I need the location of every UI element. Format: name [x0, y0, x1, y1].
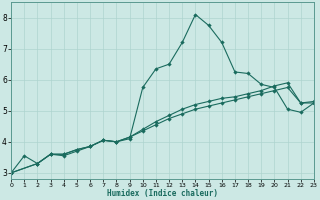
X-axis label: Humidex (Indice chaleur): Humidex (Indice chaleur) [107, 189, 218, 198]
